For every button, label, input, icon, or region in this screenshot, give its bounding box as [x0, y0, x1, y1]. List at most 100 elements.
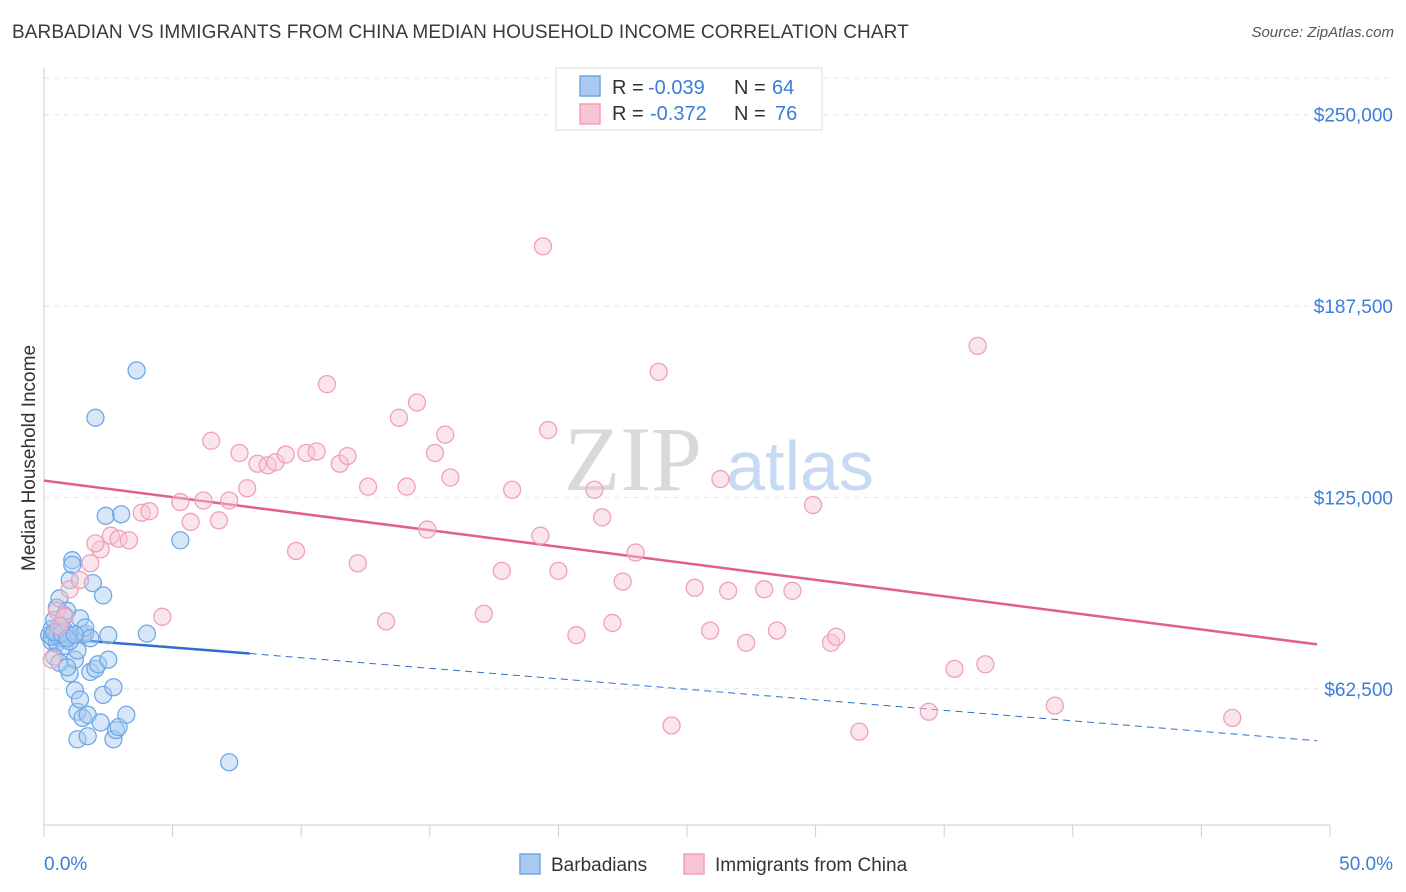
point-china-27 [317, 374, 337, 394]
point-china-36 [418, 520, 437, 539]
point-china-71 [1045, 696, 1064, 715]
legend-r-value-1: -0.372 [650, 103, 707, 125]
bottom-legend-swatch-barbadians [519, 853, 541, 875]
point-barbadians-14 [60, 570, 79, 590]
point-china-50 [603, 613, 622, 633]
point-china-55 [685, 578, 704, 597]
point-china-53 [649, 362, 668, 382]
point-barbadians-28 [78, 727, 97, 746]
point-china-66 [850, 722, 869, 741]
point-china-67 [919, 702, 938, 721]
point-china-59 [737, 633, 756, 652]
point-china-73 [50, 616, 69, 636]
trend-line-china [43, 479, 1318, 646]
axes [43, 68, 1331, 837]
point-china-42 [502, 480, 522, 499]
legend-swatch-china [579, 103, 601, 125]
legend-n-label-1: N = [734, 103, 766, 125]
point-china-0 [42, 650, 61, 669]
point-china-43 [531, 526, 550, 545]
point-china-30 [348, 554, 367, 573]
point-china-72 [1223, 708, 1242, 727]
point-china-60 [755, 580, 774, 599]
point-china-41 [492, 561, 511, 581]
point-barbadians-41 [99, 626, 118, 645]
point-barbadians-46 [112, 505, 131, 524]
point-china-11 [153, 607, 172, 626]
point-china-65 [827, 627, 846, 646]
point-barbadians-36 [91, 713, 110, 732]
point-china-37 [425, 443, 445, 463]
point-barbadians-35 [88, 655, 108, 674]
point-barbadians-40 [99, 650, 118, 669]
y-axis-title: Median Household Income [19, 345, 40, 571]
point-china-23 [276, 445, 295, 464]
point-china-61 [767, 621, 787, 640]
legend-swatch-barbadians [579, 75, 601, 97]
point-china-16 [209, 511, 229, 530]
point-china-56 [700, 621, 720, 640]
point-china-4 [81, 554, 100, 573]
watermark: ZIP atlas [564, 408, 874, 510]
point-barbadians-55 [68, 641, 87, 660]
point-china-58 [719, 581, 738, 600]
bottom-legend-swatch-china [683, 853, 705, 875]
point-china-13 [181, 512, 200, 532]
legend-r-label-0: R = [612, 77, 644, 99]
point-china-38 [436, 425, 455, 444]
point-barbadians-39 [96, 506, 115, 525]
point-china-75 [86, 534, 105, 553]
point-china-48 [585, 480, 604, 499]
y-tick-label-2: $187,500 [1314, 297, 1393, 318]
point-china-32 [376, 612, 396, 631]
point-barbadians-38 [94, 586, 113, 605]
point-barbadians-23 [70, 690, 90, 709]
legend-n-value-1: 76 [775, 103, 797, 125]
point-china-12 [171, 492, 190, 512]
y-tick-label-3: $250,000 [1314, 106, 1393, 127]
point-china-63 [803, 495, 823, 515]
point-barbadians-42 [104, 678, 123, 697]
point-china-29 [338, 446, 357, 466]
point-china-46 [549, 561, 568, 581]
point-barbadians-21 [68, 730, 87, 749]
point-china-70 [976, 655, 995, 674]
point-china-18 [230, 443, 249, 463]
point-china-57 [711, 469, 730, 489]
chart-title: BARBADIAN VS IMMIGRANTS FROM CHINA MEDIA… [12, 22, 909, 43]
point-china-31 [358, 477, 378, 496]
point-china-44 [533, 237, 553, 256]
point-barbadians-51 [220, 753, 239, 772]
watermark-zip: ZIP [564, 408, 702, 510]
point-china-69 [968, 336, 987, 356]
trend-lines [43, 479, 1318, 742]
point-china-15 [202, 431, 221, 450]
bottom-legend-label-china: Immigrants from China [715, 855, 908, 876]
point-china-74 [70, 570, 90, 590]
point-china-17 [220, 491, 239, 510]
point-china-39 [441, 468, 460, 487]
point-barbadians-48 [127, 361, 146, 380]
point-china-45 [538, 420, 558, 440]
point-barbadians-31 [81, 629, 100, 648]
point-china-40 [474, 604, 493, 623]
watermark-atlas: atlas [726, 427, 874, 505]
point-china-14 [194, 491, 213, 510]
legend-box: R = -0.039 N = 64 R = -0.372 N = 76 [555, 67, 823, 131]
legend-n-label-0: N = [734, 77, 766, 99]
point-barbadians-25 [73, 708, 92, 727]
y-tick-labels: $62,500 $125,000 $187,500 $250,000 [1314, 106, 1393, 701]
point-china-47 [567, 626, 586, 645]
grid-lines [44, 77, 1394, 690]
point-china-3 [60, 580, 79, 599]
point-barbadians-27 [76, 618, 95, 637]
point-china-19 [238, 479, 257, 498]
point-china-35 [407, 393, 427, 412]
point-barbadians-16 [63, 551, 82, 570]
point-china-52 [626, 543, 645, 562]
point-china-10 [140, 502, 159, 521]
point-china-26 [307, 442, 326, 461]
x-tick-labels: 0.0% 50.0% [44, 854, 1393, 875]
point-china-51 [613, 572, 632, 591]
point-china-49 [592, 508, 612, 527]
